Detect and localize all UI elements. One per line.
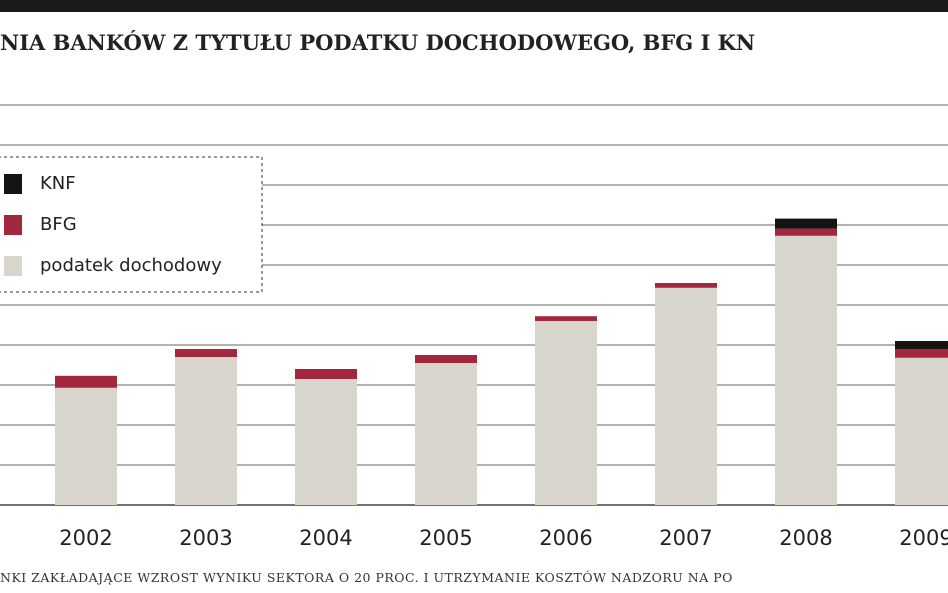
x-tick-label: 2004 <box>299 526 352 550</box>
x-tick-label: 2003 <box>179 526 232 550</box>
legend-swatch <box>4 256 22 276</box>
bar-segment <box>55 387 117 505</box>
bar-segment <box>415 363 477 505</box>
bar-segment <box>775 228 837 236</box>
bar-segment <box>895 349 948 358</box>
bar-segment <box>295 369 357 379</box>
bar-segment <box>775 235 837 506</box>
bar-segment <box>55 375 117 388</box>
legend-box <box>0 156 263 293</box>
bar-segment <box>535 321 597 505</box>
x-tick-label: 2009 <box>899 526 948 550</box>
bar-segment <box>655 287 717 505</box>
bar-segment <box>535 316 597 321</box>
bar-segment <box>415 355 477 363</box>
bar-segment <box>175 349 237 357</box>
footnote: NKI ZAKŁADAJĄCE WZROST WYNIKU SEKTORA O … <box>0 569 733 585</box>
legend-swatch <box>4 174 22 194</box>
top-band <box>0 0 948 12</box>
bar-segment <box>775 218 837 229</box>
x-tick-label: 2008 <box>779 526 832 550</box>
x-tick-label: 2005 <box>419 526 472 550</box>
legend-swatch <box>4 215 22 235</box>
bar-segment <box>895 357 948 505</box>
bar-segment <box>655 283 717 288</box>
legend-label: KNF <box>40 173 76 194</box>
chart-title: NIA BANKÓW Z TYTUŁU PODATKU DOCHODOWEGO,… <box>0 30 755 55</box>
x-tick-label: 2002 <box>59 526 112 550</box>
x-tick-label: 2006 <box>539 526 592 550</box>
bar-segment <box>295 379 357 505</box>
legend-label: BFG <box>40 214 77 235</box>
x-tick-label: 2007 <box>659 526 712 550</box>
legend-label: podatek dochodowy <box>40 255 222 276</box>
bar-segment <box>895 341 948 349</box>
bar-segment <box>175 357 237 505</box>
